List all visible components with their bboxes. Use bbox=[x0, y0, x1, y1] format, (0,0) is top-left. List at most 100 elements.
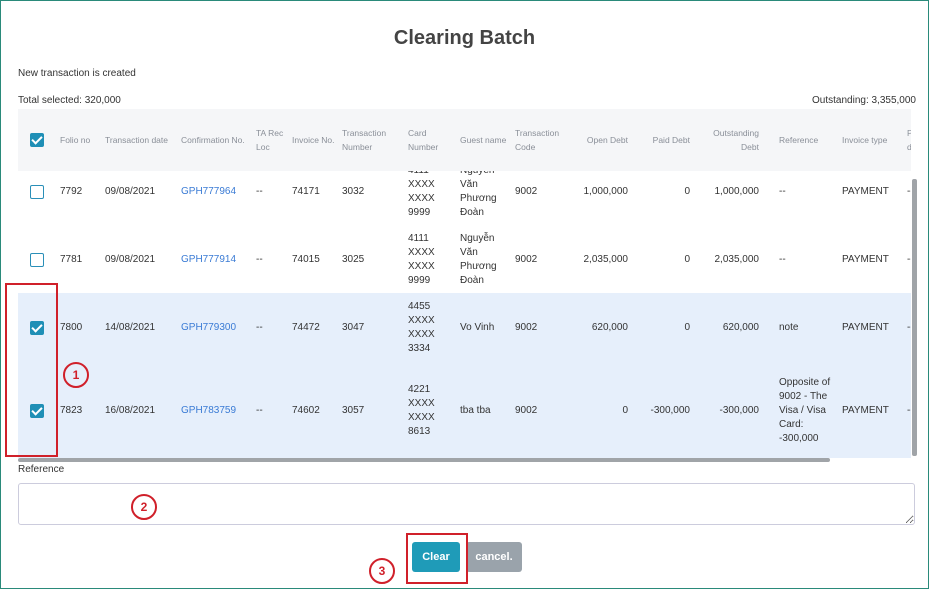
table-cell: 2,035,000 bbox=[698, 226, 760, 293]
column-header-text: Transaction Code bbox=[515, 128, 560, 152]
cell-text: 14/08/2021 bbox=[105, 321, 156, 333]
table-cell: 3025 bbox=[342, 226, 402, 293]
cell-text: 2,035,000 bbox=[583, 253, 629, 265]
table-cell: 7823 bbox=[60, 362, 100, 458]
cell-text: 0 bbox=[622, 404, 628, 416]
table-cell: 1,000,000 bbox=[558, 171, 629, 226]
table-cell: -- bbox=[779, 171, 831, 226]
row-checkbox[interactable] bbox=[30, 320, 44, 335]
column-header: Reference bbox=[779, 109, 831, 171]
table-cell: 7781 bbox=[60, 226, 100, 293]
cell-text: 0 bbox=[684, 186, 690, 197]
table-cell: 620,000 bbox=[558, 293, 628, 362]
table-cell: 2,035,000 bbox=[558, 226, 629, 293]
table-cell: 0 bbox=[638, 171, 690, 226]
cell-text: 620,000 bbox=[722, 321, 759, 333]
table-cell: 74602 bbox=[292, 362, 337, 458]
cell-text: -300,000 bbox=[650, 404, 690, 416]
column-header-text: Guest name bbox=[460, 135, 507, 145]
table-row: 7823 16/08/2021 GPH783759 -- 74602 3057 4221 X… bbox=[18, 362, 911, 458]
column-header-text: Reference bbox=[779, 135, 819, 145]
cell-text: 7792 bbox=[60, 186, 83, 197]
cell-text: 3032 bbox=[342, 186, 365, 197]
cell-text: 0 bbox=[684, 253, 690, 265]
step-marker: 1 bbox=[63, 362, 89, 388]
column-header-text: Transaction date bbox=[105, 135, 168, 145]
table-cell: 3057 bbox=[342, 362, 402, 458]
step-marker: 2 bbox=[131, 494, 157, 520]
cell-text: Nguyễn Văn Phương Đoàn bbox=[460, 232, 497, 286]
column-header: Transaction date bbox=[105, 109, 175, 171]
table-cell: 4455 XXXX XXXX 3334 bbox=[408, 293, 453, 362]
table-cell: 74015 bbox=[292, 226, 337, 293]
cell-text: 1,000,000 bbox=[583, 186, 629, 197]
cell-text: -- bbox=[779, 253, 786, 265]
table-cell: -- bbox=[907, 226, 911, 293]
table-cell: 14/08/2021 bbox=[105, 293, 175, 362]
cancel-button[interactable]: cancel. bbox=[466, 542, 522, 572]
table-cell: 0 bbox=[558, 362, 628, 458]
table-cell: -- bbox=[779, 226, 831, 293]
step-marker: 3 bbox=[369, 558, 395, 584]
table-cell: 620,000 bbox=[698, 293, 759, 362]
column-header-text: Paid Debt bbox=[652, 135, 690, 145]
cell-text: Nguyễn Văn Phương Đoàn bbox=[460, 171, 497, 218]
confirmation-link[interactable]: GPH777964 bbox=[181, 186, 237, 197]
column-header-text: Confirmation No. bbox=[181, 135, 245, 145]
horizontal-scrollbar[interactable] bbox=[18, 458, 830, 462]
table-cell: -- bbox=[256, 171, 286, 226]
table-cell: 0 bbox=[638, 293, 690, 362]
table-cell: -- bbox=[256, 293, 286, 362]
cell-text: 4221 XXXX XXXX 8613 bbox=[408, 383, 435, 437]
cell-text: -- bbox=[256, 186, 263, 197]
table-cell: 9002 bbox=[515, 293, 567, 362]
cell-text: -- bbox=[907, 321, 911, 333]
table-cell: note bbox=[779, 293, 831, 362]
row-checkbox[interactable] bbox=[30, 252, 44, 267]
table-cell: Vo Vinh bbox=[460, 293, 510, 362]
cell-text: 16/08/2021 bbox=[105, 404, 156, 416]
cell-text: 09/08/2021 bbox=[105, 253, 156, 265]
row-checkbox[interactable] bbox=[30, 185, 44, 199]
select-all-checkbox[interactable] bbox=[30, 133, 44, 147]
status-message: New transaction is created bbox=[18, 68, 136, 79]
vertical-scrollbar[interactable] bbox=[912, 179, 917, 456]
table-cell: -- bbox=[256, 362, 286, 458]
confirmation-link[interactable]: GPH779300 bbox=[181, 321, 237, 333]
confirmation-link[interactable]: GPH777914 bbox=[181, 253, 237, 265]
table-cell: -- bbox=[907, 362, 911, 458]
cell-text: note bbox=[779, 321, 799, 333]
reference-input[interactable] bbox=[18, 483, 915, 525]
cell-text: -- bbox=[256, 253, 263, 265]
cell-text: 74602 bbox=[292, 404, 320, 416]
cell-text: -- bbox=[907, 404, 911, 416]
column-header-text: Transaction Number bbox=[342, 128, 387, 152]
table-cell: PAYMENT bbox=[842, 226, 902, 293]
column-header: Payment date bbox=[907, 109, 911, 171]
table-cell: -- bbox=[256, 226, 286, 293]
column-header: TA Rec Loc bbox=[256, 109, 286, 171]
table-cell: GPH777964 bbox=[181, 171, 251, 226]
table-row: 7800 14/08/2021 GPH779300 -- 74472 3047 4455 X… bbox=[18, 293, 911, 363]
clear-button[interactable]: Clear bbox=[412, 542, 460, 572]
column-header-text: Folio no bbox=[60, 135, 91, 145]
table-cell: 9002 bbox=[515, 171, 567, 226]
table-row: 7781 09/08/2021 GPH777914 -- 74015 3025 4111 X… bbox=[18, 226, 911, 294]
confirmation-link[interactable]: GPH783759 bbox=[181, 404, 237, 416]
table-cell: 9002 bbox=[515, 226, 567, 293]
table-cell: 1,000,000 bbox=[698, 171, 760, 226]
column-header: Paid Debt bbox=[638, 109, 690, 171]
column-header: Transaction Number bbox=[342, 109, 402, 171]
cell-text: 2,035,000 bbox=[714, 253, 760, 265]
cell-text: -- bbox=[779, 186, 786, 197]
row-checkbox[interactable] bbox=[30, 403, 44, 418]
column-header: Outstanding Debt bbox=[698, 109, 759, 171]
cell-text: 4455 XXXX XXXX 3334 bbox=[408, 300, 435, 354]
cell-text: 9002 bbox=[515, 186, 538, 197]
table-cell: 7800 bbox=[60, 293, 100, 362]
column-header: Invoice No. bbox=[292, 109, 337, 171]
column-header-text: Card Number bbox=[408, 128, 439, 152]
column-header: Guest name bbox=[460, 109, 510, 171]
table-cell: Opposite of 9002 - The Visa / Visa Card:… bbox=[779, 362, 831, 458]
highlight-box bbox=[5, 283, 58, 457]
